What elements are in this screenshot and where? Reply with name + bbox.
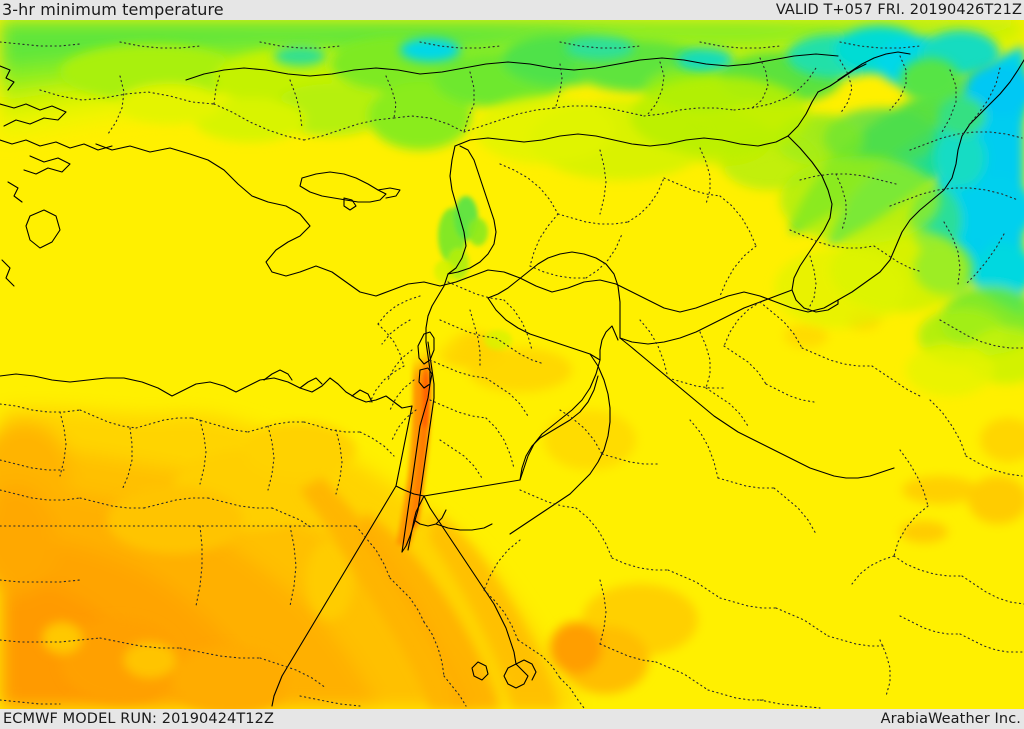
footer-bar: ECMWF MODEL RUN: 20190424T12Z ArabiaWeat… xyxy=(0,709,1024,729)
temperature-contour-map xyxy=(0,20,1024,709)
model-run-label: ECMWF MODEL RUN: 20190424T12Z xyxy=(3,711,274,727)
valid-time-label: VALID T+057 FRI. 20190426T21Z xyxy=(775,2,1022,18)
page-title: 3-hr minimum temperature xyxy=(2,0,224,19)
admin-boundaries xyxy=(0,41,1024,709)
weather-map[interactable] xyxy=(0,20,1024,709)
attribution-label: ArabiaWeather Inc. xyxy=(880,711,1021,727)
country-borders xyxy=(0,51,1024,707)
header-bar: 3-hr minimum temperature VALID T+057 FRI… xyxy=(0,0,1024,20)
